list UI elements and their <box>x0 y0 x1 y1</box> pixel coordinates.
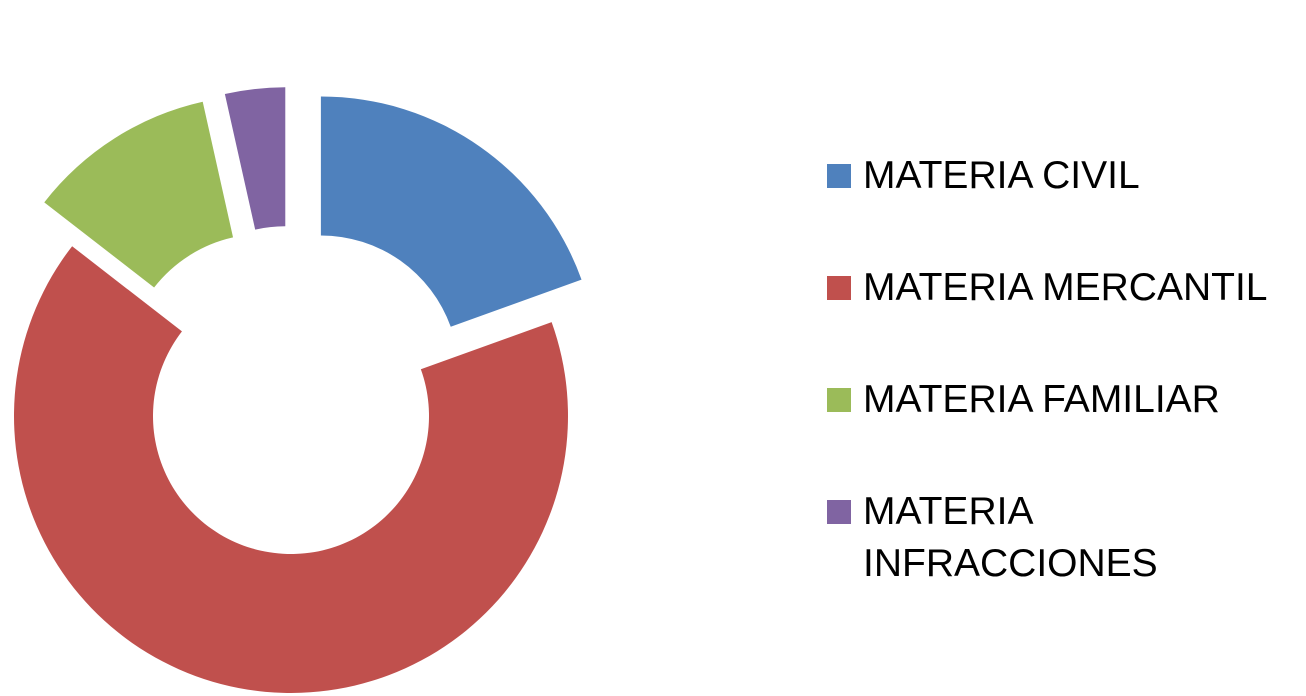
legend-swatch-mercantil <box>827 276 851 300</box>
legend-item-mercantil: MATERIA MERCANTIL <box>827 262 1297 334</box>
donut-slice-infracciones <box>224 87 286 230</box>
legend-swatch-civil <box>827 164 851 188</box>
legend-swatch-familiar <box>827 388 851 412</box>
legend-label-mercantil: MATERIA MERCANTIL <box>863 266 1268 309</box>
legend-item-familiar: MATERIA FAMILIAR <box>827 374 1297 446</box>
legend-label-familiar: MATERIA FAMILIAR <box>863 378 1220 421</box>
legend-item-infracciones: MATERIA INFRACCIONES <box>827 486 1297 590</box>
legend-item-civil: MATERIA CIVIL <box>827 150 1297 222</box>
legend-swatch-infracciones <box>827 500 851 524</box>
legend-label-civil: MATERIA CIVIL <box>863 154 1140 197</box>
donut-slice-mercantil <box>13 246 569 694</box>
donut-slice-civil <box>320 96 582 327</box>
legend-label-infracciones: MATERIA INFRACCIONES <box>863 490 1158 585</box>
donut-slice-familiar <box>44 101 234 288</box>
chart-legend: MATERIA CIVIL MATERIA MERCANTIL MATERIA … <box>827 150 1297 630</box>
